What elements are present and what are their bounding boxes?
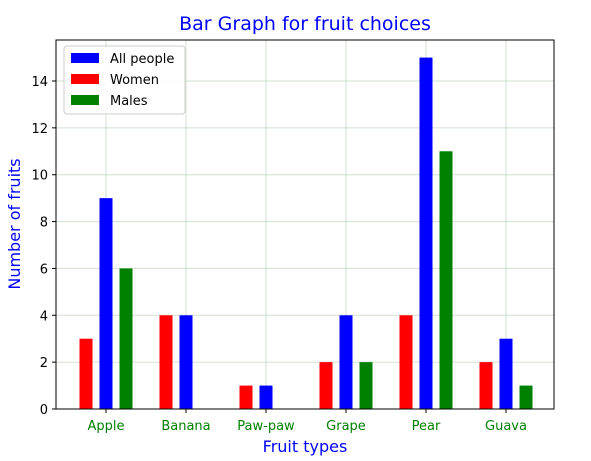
bar-males-pear <box>439 151 453 410</box>
bar-males-grape <box>359 362 373 409</box>
bars <box>79 57 533 410</box>
y-tick-label: 6 <box>40 262 48 277</box>
bar-all-people-apple <box>99 198 113 409</box>
bar-all-people-banana <box>179 315 193 409</box>
x-tick-label: Grape <box>326 419 366 434</box>
x-tick-label: Pear <box>412 419 441 434</box>
bar-women-guava <box>479 362 493 409</box>
legend-swatch <box>71 53 99 63</box>
x-tick-label: Banana <box>161 419 210 434</box>
bar-males-guava <box>519 385 533 409</box>
plot-frame <box>55 39 555 410</box>
axes: Apple Banana Paw-paw Grape Pear Guava 0 2 4 6 8 10 1… <box>31 75 527 434</box>
bar-all-people-pear <box>419 57 433 409</box>
x-axis-title: Fruit types <box>263 437 348 456</box>
bar-all-people-paw-paw <box>259 385 273 409</box>
bar-all-people-grape <box>339 315 353 409</box>
bar-women-apple <box>79 338 93 409</box>
legend-label: Women <box>110 73 159 88</box>
bar-women-grape <box>319 362 333 409</box>
legend-swatch <box>71 95 99 105</box>
legend: All people Women Males <box>63 45 186 115</box>
x-tick-label: Apple <box>87 419 124 434</box>
bar-all-people-guava <box>499 338 513 409</box>
chart-title: Bar Graph for fruit choices <box>179 13 431 35</box>
bar-women-pear <box>399 315 413 409</box>
y-tick-label: 12 <box>31 122 48 137</box>
x-tick-label: Guava <box>485 419 527 434</box>
y-tick-label: 4 <box>40 309 48 324</box>
y-tick-label: 2 <box>40 356 48 371</box>
bar-women-banana <box>159 315 173 409</box>
legend-label: All people <box>110 52 174 67</box>
y-tick-label: 8 <box>40 216 48 231</box>
y-tick-label: 10 <box>31 169 48 184</box>
legend-swatch <box>71 74 99 84</box>
x-tick-label: Paw-paw <box>237 419 295 434</box>
bar-women-paw-paw <box>239 385 253 409</box>
y-tick-label: 14 <box>31 75 48 90</box>
bar-males-apple <box>119 268 133 409</box>
y-tick-label: 0 <box>40 403 48 418</box>
legend-label: Males <box>110 94 148 109</box>
y-axis-title: Number of fruits <box>5 158 24 289</box>
